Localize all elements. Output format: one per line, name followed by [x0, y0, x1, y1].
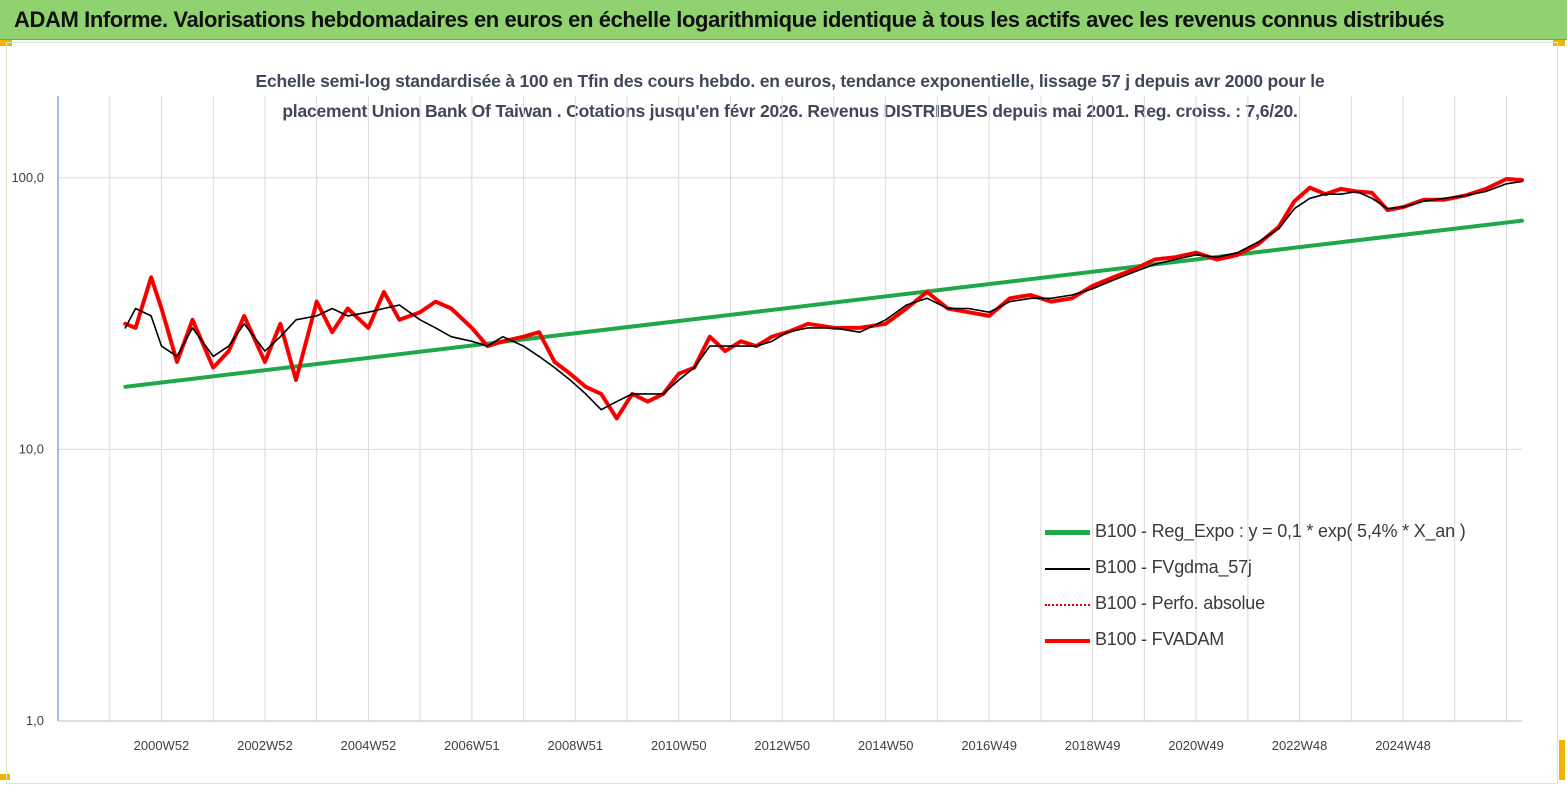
legend-swatch-smoothed — [1045, 568, 1090, 570]
absolute-perf-line-series — [124, 178, 1523, 419]
x-tick-label: 2008W51 — [547, 738, 603, 753]
chart-title-line-1: Echelle semi-log standardisée à 100 en T… — [255, 71, 1325, 91]
chart-title-line-2: placement Union Bank Of Taiwan . Cotatio… — [282, 101, 1298, 121]
axes — [57, 96, 1522, 722]
tick-labels: 1,0 10,0 100,0 2000W52 2002W52 2004W52 2006W51… — [11, 170, 1430, 753]
legend-label-regression: B100 - Reg_Expo : y = 0,1 * exp( 5,4% * … — [1095, 521, 1466, 541]
x-tick-label: 2024W48 — [1375, 738, 1431, 753]
legend-label-absolute-perf: B100 - Perfo. absolue — [1095, 593, 1265, 613]
x-tick-label: 2016W49 — [961, 738, 1017, 753]
report-title: ADAM Informe. Valorisations hebdomadaire… — [14, 7, 1445, 32]
y-tick-label: 1,0 — [26, 713, 44, 728]
fvadam-line-series — [123, 177, 1524, 421]
x-tick-label: 2020W49 — [1168, 738, 1224, 753]
smoothed-line-series — [124, 180, 1523, 411]
x-tick-label: 2012W50 — [754, 738, 810, 753]
x-tick-label: 2014W50 — [858, 738, 914, 753]
legend-swatch-regression — [1045, 530, 1090, 535]
x-tick-label: 2004W52 — [341, 738, 397, 753]
x-tick-label: 2006W51 — [444, 738, 500, 753]
series-lines — [123, 177, 1524, 421]
legend-label-fvadam: B100 - FVADAM — [1095, 629, 1225, 649]
legend-swatch-fvadam — [1045, 639, 1090, 643]
corner-marker-top-right — [1553, 40, 1565, 46]
regression-line-series — [123, 218, 1524, 389]
x-tick-label: 2018W49 — [1065, 738, 1121, 753]
x-tick-label: 2010W50 — [651, 738, 707, 753]
report-banner: ADAM Informe. Valorisations hebdomadaire… — [0, 0, 1567, 40]
chart-frame — [6, 42, 1558, 784]
y-tick-label: 10,0 — [19, 441, 44, 456]
corner-marker-bottom-right — [1559, 740, 1565, 780]
x-tick-label: 2002W52 — [237, 738, 293, 753]
x-tick-label: 2022W48 — [1272, 738, 1328, 753]
chart-title: Echelle semi-log standardisée à 100 en T… — [180, 66, 1400, 126]
y-tick-label: 100,0 — [11, 170, 44, 185]
legend-swatch-absolute-perf — [1045, 604, 1090, 606]
corner-marker-bottom-left — [0, 774, 10, 780]
legend-label-smoothed: B100 - FVgdma_57j — [1095, 557, 1252, 577]
x-tick-label: 2000W52 — [134, 738, 190, 753]
grid-lines — [57, 96, 1522, 722]
